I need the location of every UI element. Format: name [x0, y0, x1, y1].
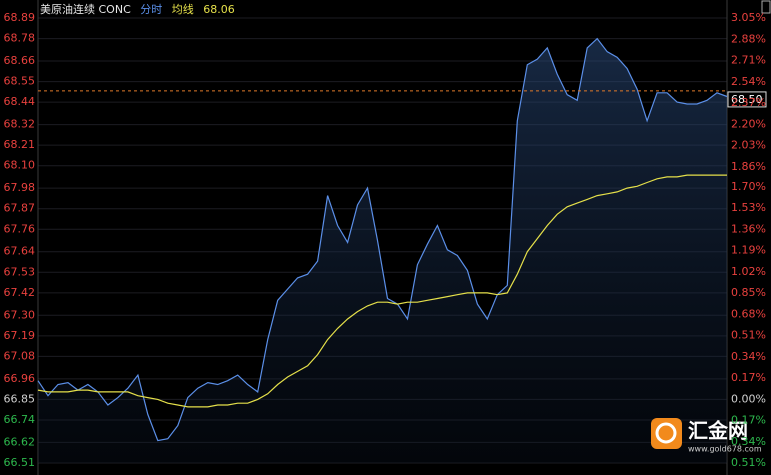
y2-tick-label: 0.51%	[731, 329, 766, 342]
y-tick-label: 67.87	[4, 202, 36, 215]
logo-icon-mark	[655, 422, 677, 444]
y-tick-label: 68.32	[4, 118, 36, 131]
y-tick-label: 68.66	[4, 54, 36, 67]
y2-tick-label: 2.20%	[731, 117, 766, 130]
y-tick-label: 68.21	[4, 138, 36, 151]
y-tick-label: 67.53	[4, 265, 36, 278]
y2-tick-label: 0.34%	[731, 435, 766, 448]
legend-entry: 分时	[140, 3, 162, 16]
logo-url: www.gold678.com	[688, 445, 762, 454]
header: 美原油连续 CONC 分时 均线 68.06	[40, 2, 235, 16]
y-tick-label: 68.89	[4, 11, 36, 24]
logo: 汇金网 www.gold678.com	[651, 418, 762, 454]
corner-icon	[761, 0, 771, 14]
y-tick-label: 67.30	[4, 308, 36, 321]
y2-tick-label: 0.51%	[731, 456, 766, 469]
y2-tick-label: 1.70%	[731, 180, 766, 193]
y2-tick-label: 1.53%	[731, 201, 766, 214]
y-tick-label: 68.78	[4, 32, 36, 45]
y-tick-label: 66.62	[4, 435, 36, 448]
y-tick-label: 67.19	[4, 329, 36, 342]
y-tick-label: 66.51	[4, 456, 36, 469]
average-line	[37, 174, 727, 408]
price-area	[38, 38, 727, 463]
y-tick-label: 66.85	[4, 392, 36, 405]
y2-tick-label: 1.86%	[731, 160, 766, 173]
y2-tick-label: 3.05%	[731, 11, 766, 24]
y2-tick-label: 0.34%	[731, 350, 766, 363]
y2-tick-label: 2.03%	[731, 139, 766, 152]
y2-tick-label: 0.17%	[731, 371, 766, 384]
y2-tick-label: 1.36%	[731, 222, 766, 235]
ma-value: 68.06	[203, 3, 235, 16]
y2-tick-label: 2.37%	[731, 96, 766, 109]
y-tick-label: 67.98	[4, 181, 36, 194]
y2-tick-label: 2.71%	[731, 54, 766, 67]
logo-brand: 汇金网	[688, 419, 748, 443]
price-line	[37, 37, 728, 442]
y2-tick-label: 1.19%	[731, 244, 766, 257]
y2-tick-label: 2.54%	[731, 75, 766, 88]
y-tick-label: 68.44	[4, 95, 36, 108]
last-price-box	[727, 91, 767, 108]
y2-tick-label: 0.17%	[731, 414, 766, 427]
last-price-label: 68.50	[731, 93, 763, 106]
y2-tick-label: 0.85%	[731, 286, 766, 299]
y-tick-label: 67.64	[4, 245, 36, 258]
y-tick-label: 66.96	[4, 372, 36, 385]
y-tick-label: 67.76	[4, 222, 36, 235]
chart-title: 美原油连续 CONC	[40, 2, 131, 16]
y2-tick-label: 2.88%	[731, 32, 766, 45]
legend-entry: 均线	[172, 2, 194, 16]
y2-tick-label: 1.02%	[731, 265, 766, 278]
y2-tick-label: 0.00%	[731, 392, 766, 405]
y2-tick-label: 0.68%	[731, 307, 766, 320]
y-tick-label: 67.08	[4, 349, 36, 362]
y-tick-label: 68.10	[4, 159, 36, 172]
y-tick-label: 68.55	[4, 75, 36, 88]
y-tick-label: 67.42	[4, 286, 36, 299]
y-tick-label: 66.74	[4, 413, 36, 426]
